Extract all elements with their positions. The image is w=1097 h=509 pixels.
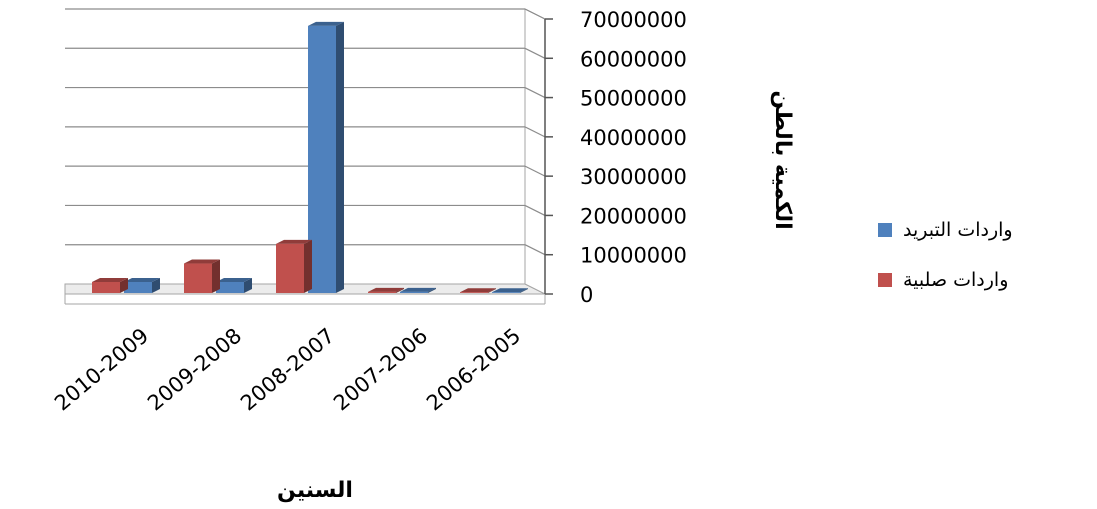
y-tick-label: 20000000 [580, 204, 687, 228]
side-wall [524, 8, 546, 295]
gridline-side [524, 47, 546, 59]
gridline-side [524, 204, 546, 216]
y-axis-ticks: 0 10000000 20000000 30000000 40000000 5000000… [544, 8, 687, 307]
gridline-side [524, 244, 546, 256]
y-tick-label: 40000000 [580, 126, 687, 150]
legend-label: واردات التبريد [903, 219, 1013, 241]
bar-واردات صلبية [460, 288, 496, 293]
legend-swatch [878, 223, 892, 237]
y-tick-label: 70000000 [580, 8, 687, 32]
bar-واردات التبريد [492, 288, 528, 293]
x-tick-label: 2008-2007 [236, 323, 339, 415]
legend-swatch [878, 273, 892, 287]
legend: واردات التبريد واردات صلبية [878, 219, 1013, 291]
y-tick-label: 60000000 [580, 47, 687, 71]
bar-واردات التبريد [124, 278, 160, 293]
x-axis-categories: 2010-20092009-20082008-20072007-20062006… [50, 323, 525, 415]
gridline-side [524, 8, 546, 20]
x-tick-label: 2010-2009 [50, 323, 153, 415]
x-axis-title: السنين [277, 478, 353, 503]
x-tick-label: 2009-2008 [143, 323, 246, 415]
x-tick-label: 2007-2006 [329, 323, 432, 415]
bar-واردات التبريد [216, 278, 252, 293]
gridline-side [524, 165, 546, 177]
bar-واردات التبريد [400, 287, 436, 293]
y-tick-label: 50000000 [580, 87, 687, 111]
legend-label: واردات صلبية [903, 269, 1008, 291]
bar-واردات التبريد [308, 21, 344, 293]
bar-واردات صلبية [184, 259, 220, 293]
bar-واردات صلبية [92, 278, 128, 293]
gridline-side [524, 87, 546, 99]
x-tick-label: 2006-2005 [422, 323, 525, 415]
bar-واردات صلبية [368, 287, 404, 293]
gridlines [65, 8, 546, 256]
y-tick-label: 0 [580, 283, 593, 307]
bar-واردات صلبية [276, 239, 312, 293]
y-tick-label: 30000000 [580, 165, 687, 189]
y-axis-title: الكمية بالطن [770, 90, 795, 229]
gridline-side [524, 126, 546, 138]
bars [92, 21, 528, 293]
y-tick-label: 10000000 [580, 244, 687, 268]
